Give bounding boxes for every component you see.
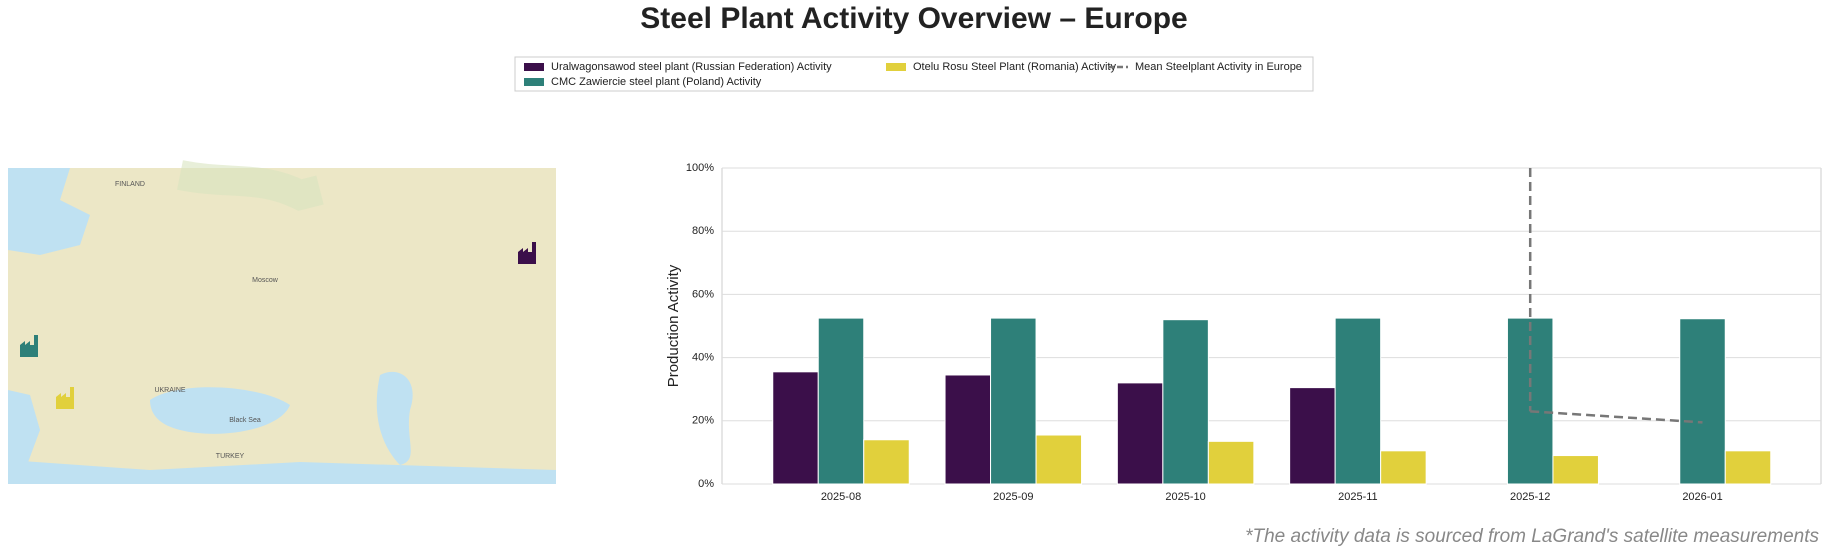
y-tick-label: 60% (692, 288, 714, 300)
map-label: UKRAINE (154, 387, 185, 394)
bar (990, 317, 1037, 485)
x-tick-label: 2025-12 (1510, 491, 1550, 503)
legend-swatch (524, 78, 544, 86)
mean-line (1530, 410, 1703, 424)
bar (817, 317, 865, 485)
plant-icon (56, 387, 74, 409)
map-forest (177, 160, 324, 211)
bar (1380, 450, 1427, 485)
bar (1552, 455, 1599, 485)
y-tick-label: 40% (692, 352, 714, 364)
y-tick-label: 20% (692, 415, 714, 427)
x-tick-label: 2025-10 (1165, 491, 1205, 503)
y-axis-label: Production Activity (665, 264, 682, 387)
x-tick-label: 2025-09 (993, 491, 1033, 503)
legend-swatch (524, 63, 544, 71)
y-tick-label: 100% (686, 162, 714, 174)
bar (1334, 317, 1382, 485)
bar (1035, 434, 1083, 485)
bar (1116, 382, 1164, 485)
bar (1162, 319, 1209, 485)
legend-label: Otelu Rosu Steel Plant (Romania) Activit… (913, 61, 1116, 73)
legend-label: Uralwagonsawod steel plant (Russian Fede… (551, 61, 832, 73)
bar (1506, 317, 1554, 485)
map-label: FINLAND (115, 181, 145, 188)
plant-icon (518, 242, 536, 264)
map (8, 160, 556, 484)
bar (1679, 318, 1726, 485)
bar (863, 439, 910, 485)
bar (1207, 440, 1255, 485)
plant-icon (20, 335, 38, 357)
map-sea (150, 387, 290, 434)
map-land (8, 168, 556, 484)
legend-label: CMC Zawiercie steel plant (Poland) Activ… (551, 76, 762, 88)
bar (944, 374, 992, 485)
x-tick-label: 2025-11 (1338, 491, 1378, 503)
bar (1724, 450, 1772, 485)
map-label: Black Sea (229, 417, 261, 424)
chart-title: Steel Plant Activity Overview – Europe (640, 2, 1187, 35)
legend-label: Mean Steelplant Activity in Europe (1135, 61, 1302, 73)
x-tick-label: 2026-01 (1682, 491, 1722, 503)
bar (1289, 387, 1336, 485)
legend-box (514, 56, 1314, 92)
legend-swatch (886, 63, 906, 71)
y-tick-label: 0% (698, 478, 714, 490)
map-label: TURKEY (216, 453, 245, 460)
map-sea (8, 390, 40, 484)
map-sea (8, 168, 90, 255)
map-sea (8, 460, 556, 484)
footnote: *The activity data is sourced from LaGra… (1245, 526, 1819, 547)
x-tick-label: 2025-08 (821, 491, 861, 503)
map-sea (376, 371, 413, 465)
bar (772, 371, 819, 485)
map-label: Moscow (252, 277, 279, 284)
y-tick-label: 80% (692, 225, 714, 237)
